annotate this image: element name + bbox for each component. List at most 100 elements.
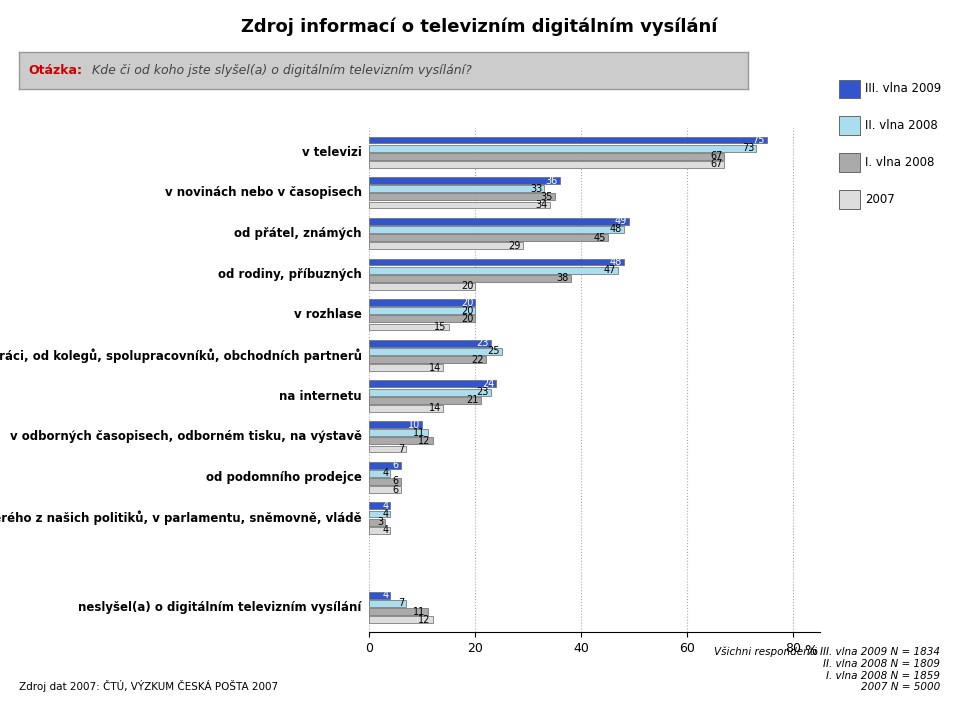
Text: 7: 7 xyxy=(398,444,404,454)
Text: 14: 14 xyxy=(429,363,441,373)
Text: 48: 48 xyxy=(609,257,621,267)
Text: 4: 4 xyxy=(383,590,388,601)
Bar xyxy=(369,397,480,403)
Text: 45: 45 xyxy=(594,233,606,243)
Text: 25: 25 xyxy=(487,346,500,356)
Bar xyxy=(369,340,491,346)
Bar xyxy=(369,275,571,282)
Text: 49: 49 xyxy=(615,217,627,226)
Bar xyxy=(369,608,428,615)
Text: v rozhlase: v rozhlase xyxy=(293,308,362,322)
Text: 47: 47 xyxy=(604,265,617,275)
Bar xyxy=(369,527,390,534)
Text: 6: 6 xyxy=(393,485,399,495)
Bar xyxy=(369,348,502,355)
Text: 4: 4 xyxy=(383,525,388,535)
Text: 20: 20 xyxy=(460,281,473,291)
Text: 6: 6 xyxy=(393,476,399,486)
Text: Všichni respondenti III. vlna 2009 N = 1834
II. vlna 2008 N = 1809
I. vlna 2008 : Všichni respondenti III. vlna 2009 N = 1… xyxy=(713,647,940,692)
Bar xyxy=(369,405,443,412)
Bar xyxy=(369,161,724,168)
Text: 38: 38 xyxy=(556,273,569,283)
Text: 7: 7 xyxy=(398,599,404,608)
Text: 12: 12 xyxy=(418,436,431,446)
Bar xyxy=(369,381,497,388)
Bar xyxy=(369,242,523,249)
Text: 24: 24 xyxy=(482,379,494,389)
Text: 75: 75 xyxy=(752,135,764,145)
Text: 21: 21 xyxy=(466,395,479,405)
Text: 4: 4 xyxy=(383,469,388,479)
Text: 67: 67 xyxy=(710,151,722,161)
Text: Otázka:: Otázka: xyxy=(28,64,82,77)
Text: 48: 48 xyxy=(609,224,621,234)
Text: III. vlna 2009: III. vlna 2009 xyxy=(865,82,942,95)
Text: Zdroj informací o televizním digitálním vysílání: Zdroj informací o televizním digitálním … xyxy=(242,18,717,36)
Text: 11: 11 xyxy=(413,427,426,437)
Text: 15: 15 xyxy=(434,322,447,332)
Bar xyxy=(369,462,401,469)
Bar xyxy=(369,356,486,363)
Text: neslyšel(a) o digitálním televizním vysílání: neslyšel(a) o digitálním televizním vysí… xyxy=(79,601,362,614)
Bar xyxy=(369,136,767,143)
Text: 36: 36 xyxy=(546,175,558,185)
Bar xyxy=(369,364,443,371)
Text: 10: 10 xyxy=(408,420,420,430)
Text: 73: 73 xyxy=(742,143,754,153)
Text: od některého z našich politiků, v parlamentu, sněmovně, vládě: od některého z našich politiků, v parlam… xyxy=(0,510,362,525)
Text: v novinách nebo v časopisech: v novinách nebo v časopisech xyxy=(165,186,362,200)
Text: 67: 67 xyxy=(710,159,722,170)
Bar xyxy=(369,283,476,290)
Bar xyxy=(369,437,433,444)
Bar xyxy=(369,486,401,493)
Text: 23: 23 xyxy=(477,387,489,397)
Text: 3: 3 xyxy=(377,517,383,527)
Text: 20: 20 xyxy=(460,297,473,307)
Bar xyxy=(369,519,386,525)
Bar xyxy=(369,592,390,599)
Bar xyxy=(369,185,544,192)
Text: 23: 23 xyxy=(477,338,489,349)
Text: I. vlna 2008: I. vlna 2008 xyxy=(865,156,934,169)
Bar xyxy=(369,234,608,241)
Bar xyxy=(369,616,433,623)
Bar xyxy=(369,178,560,184)
Text: 29: 29 xyxy=(508,241,521,251)
Text: %: % xyxy=(804,644,817,658)
Text: v odborných časopisech, odborném tisku, na výstavě: v odborných časopisech, odborném tisku, … xyxy=(10,430,362,443)
Text: od podomního prodejce: od podomního prodejce xyxy=(205,471,362,484)
Text: Kde či od koho jste slyšel(a) o digitálním televizním vysílání?: Kde či od koho jste slyšel(a) o digitáln… xyxy=(88,64,472,77)
Bar xyxy=(369,324,449,330)
Text: od přátel, známých: od přátel, známých xyxy=(234,227,362,240)
Bar xyxy=(369,445,407,452)
Text: 14: 14 xyxy=(429,403,441,413)
Bar xyxy=(369,315,476,322)
Bar xyxy=(369,258,623,266)
Text: 34: 34 xyxy=(535,200,548,210)
Text: 6: 6 xyxy=(393,460,399,470)
Bar xyxy=(369,267,619,273)
Text: v práci, od kolegů, spolupracovníků, obchodních partnerů: v práci, od kolegů, spolupracovníků, obc… xyxy=(0,348,362,363)
Bar xyxy=(369,299,476,306)
Text: 4: 4 xyxy=(383,501,388,511)
Bar xyxy=(369,202,550,209)
Bar xyxy=(369,307,476,315)
Text: 4: 4 xyxy=(383,509,388,519)
Bar xyxy=(369,600,407,607)
Text: v televizi: v televizi xyxy=(302,146,362,159)
Bar xyxy=(369,470,390,477)
Text: 33: 33 xyxy=(529,184,542,194)
Text: 11: 11 xyxy=(413,606,426,616)
Bar xyxy=(369,388,491,395)
Text: II. vlna 2008: II. vlna 2008 xyxy=(865,119,938,132)
Text: 35: 35 xyxy=(540,192,552,202)
Text: od rodiny, příbuzných: od rodiny, příbuzných xyxy=(218,268,362,280)
Bar xyxy=(369,421,422,428)
Text: Zdroj dat 2007: ČTÚ, VÝZKUM ČESKÁ POŠTA 2007: Zdroj dat 2007: ČTÚ, VÝZKUM ČESKÁ POŠTA … xyxy=(19,680,278,692)
Bar xyxy=(369,503,390,509)
Text: 2007: 2007 xyxy=(865,193,895,206)
Bar xyxy=(369,153,724,160)
Bar xyxy=(369,193,555,200)
Text: 22: 22 xyxy=(471,354,483,364)
Text: 12: 12 xyxy=(418,615,431,625)
